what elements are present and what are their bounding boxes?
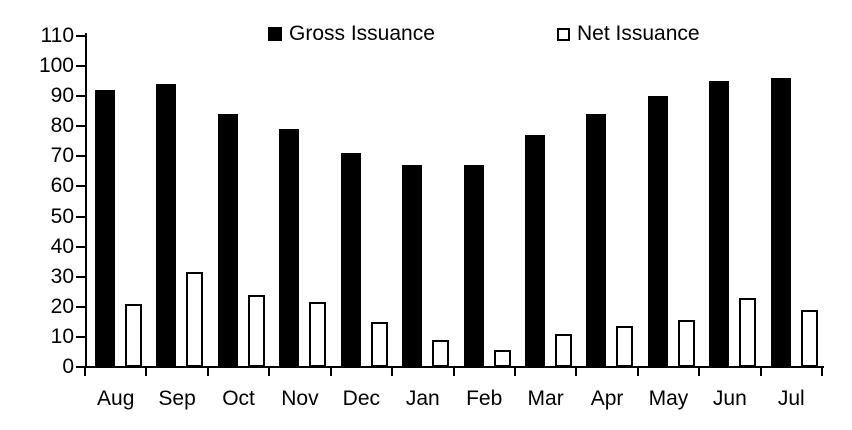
x-axis-tick <box>84 367 86 376</box>
x-axis-tick <box>759 367 762 376</box>
y-axis-tick-label: 20 <box>50 294 74 318</box>
x-axis-tick <box>636 367 639 376</box>
y-axis-tick <box>76 215 85 218</box>
y-axis-tick <box>76 95 85 98</box>
y-axis-tick-label: 100 <box>38 54 74 78</box>
bar-net-issuance-mar <box>554 333 572 367</box>
legend-label-net-issuance: Net Issuance <box>577 22 700 45</box>
y-axis-tick-label: 90 <box>50 84 74 108</box>
x-axis-category-label: Oct <box>222 387 255 410</box>
x-axis-category-label: Jun <box>712 387 747 410</box>
bar-gross-issuance-feb <box>463 165 484 367</box>
x-axis-category-label: Dec <box>342 387 381 410</box>
x-axis-tick <box>329 367 332 376</box>
legend-item-net-issuance: Net Issuance <box>557 22 700 46</box>
x-axis-tick <box>513 367 516 376</box>
y-axis-tick-label: 70 <box>50 144 74 168</box>
y-axis-tick-label: 60 <box>50 174 74 198</box>
x-axis-tick <box>391 367 394 376</box>
y-axis-tick <box>76 65 85 68</box>
net-issuance-swatch-icon <box>557 27 570 41</box>
x-axis-category-label: Aug <box>97 387 135 410</box>
y-axis-tick-label: 40 <box>50 234 74 258</box>
y-axis-tick <box>76 155 85 158</box>
bar-gross-issuance-aug <box>95 90 115 367</box>
y-axis-tick <box>76 185 85 188</box>
y-axis-tick <box>76 245 85 248</box>
bar-gross-issuance-dec <box>340 153 361 367</box>
y-axis-tick-label: 80 <box>50 114 74 138</box>
bar-net-issuance-jun <box>739 297 757 367</box>
x-axis-tick <box>206 367 209 376</box>
legend-label-gross-issuance: Gross Issuance <box>289 22 435 45</box>
bar-net-issuance-jan <box>432 339 450 367</box>
y-axis-tick <box>76 125 85 128</box>
x-axis-category-label: May <box>648 387 689 410</box>
y-axis-tick-label: 110 <box>40 24 74 47</box>
y-axis-tick <box>76 35 85 37</box>
y-axis-tick-label: 10 <box>50 324 74 348</box>
bar-net-issuance-oct <box>247 294 265 367</box>
x-axis-tick <box>145 367 148 376</box>
x-axis-category-label: Sep <box>158 387 196 410</box>
x-axis-tick <box>575 367 578 376</box>
legend-item-gross-issuance: Gross Issuance <box>268 22 435 46</box>
x-axis-category-label: Jan <box>405 387 440 410</box>
y-axis-tick-label: 30 <box>50 264 74 288</box>
bar-net-issuance-sep <box>186 272 204 367</box>
bar-gross-issuance-nov <box>279 129 300 367</box>
bar-gross-issuance-jan <box>402 165 423 367</box>
bar-net-issuance-aug <box>125 303 142 367</box>
bar-gross-issuance-mar <box>524 135 545 367</box>
bar-gross-issuance-jul <box>770 78 791 367</box>
bar-net-issuance-jul <box>800 309 818 367</box>
y-axis-tick-label: 0 <box>62 355 74 378</box>
x-axis-category-label: Mar <box>527 387 564 410</box>
chart-legend: Gross Issuance Net Issuance <box>0 22 852 46</box>
x-axis-category-label: Jul <box>777 387 805 410</box>
y-axis-tick <box>76 366 85 368</box>
gross-issuance-swatch-icon <box>268 27 282 41</box>
bar-net-issuance-may <box>677 320 695 367</box>
x-axis-line <box>85 366 824 368</box>
x-axis-tick <box>268 367 271 376</box>
y-axis-tick-label: 50 <box>50 204 74 228</box>
bar-gross-issuance-sep <box>156 84 177 367</box>
y-axis-line <box>85 33 87 368</box>
x-axis-tick <box>452 367 455 376</box>
x-axis-category-label: Nov <box>281 387 319 410</box>
x-axis-tick <box>821 367 823 376</box>
x-axis-category-label: Feb <box>466 387 503 410</box>
bar-gross-issuance-may <box>647 96 668 367</box>
bar-net-issuance-nov <box>309 302 327 367</box>
x-axis-tick <box>698 367 701 376</box>
y-axis-tick <box>76 305 85 308</box>
x-axis-category-label: Apr <box>590 387 624 410</box>
bar-gross-issuance-apr <box>586 114 607 367</box>
bar-net-issuance-feb <box>493 350 511 367</box>
bar-net-issuance-apr <box>616 326 634 367</box>
bar-net-issuance-dec <box>370 321 388 367</box>
y-axis-tick <box>76 335 85 338</box>
bar-gross-issuance-jun <box>709 81 730 367</box>
bar-gross-issuance-oct <box>217 114 238 367</box>
y-axis-tick <box>76 275 85 278</box>
